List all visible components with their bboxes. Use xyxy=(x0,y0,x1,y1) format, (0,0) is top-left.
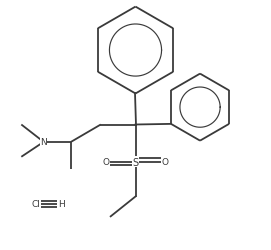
Text: H: H xyxy=(58,200,64,208)
Text: S: S xyxy=(133,157,138,167)
Text: N: N xyxy=(40,138,47,147)
Text: O: O xyxy=(162,158,169,166)
Text: Cl: Cl xyxy=(32,200,41,208)
Text: O: O xyxy=(102,158,109,166)
